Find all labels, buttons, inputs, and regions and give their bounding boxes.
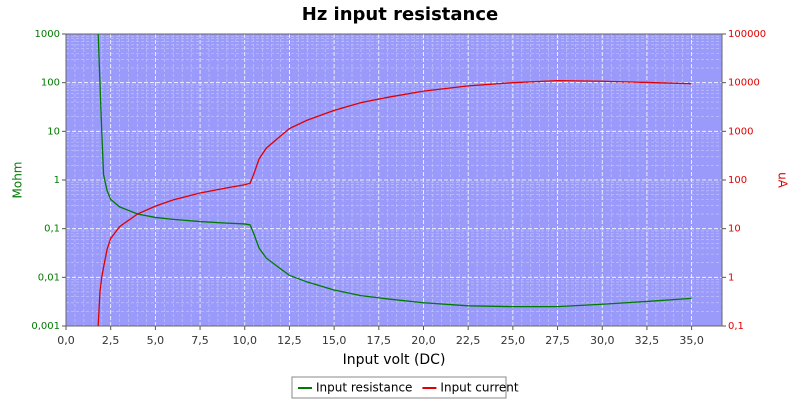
y2-tick-label: 10000 xyxy=(728,78,760,89)
y2-tick-label: 1000 xyxy=(728,126,753,137)
x-tick-label: 22,5 xyxy=(456,334,481,347)
y-tick-label: 0,1 xyxy=(44,224,60,235)
y-tick-label: 0,01 xyxy=(38,272,60,283)
x-tick-label: 30,0 xyxy=(590,334,615,347)
x-tick-label: 27,5 xyxy=(545,334,570,347)
y2-tick-label: 0,1 xyxy=(728,321,744,332)
x-tick-label: 10,0 xyxy=(232,334,257,347)
y-tick-label: 100 xyxy=(41,78,60,89)
x-tick-label: 7,5 xyxy=(191,334,209,347)
x-tick-label: 35,0 xyxy=(679,334,704,347)
y2-tick-label: 100 xyxy=(728,175,747,186)
x-tick-label: 15,0 xyxy=(322,334,347,347)
y-tick-label: 0,001 xyxy=(31,321,60,332)
y-tick-label: 10 xyxy=(47,126,60,137)
x-tick-label: 12,5 xyxy=(277,334,302,347)
y2-axis-label: uA xyxy=(776,172,790,189)
x-tick-label: 32,5 xyxy=(635,334,660,347)
y-tick-label: 1 xyxy=(54,175,60,186)
x-tick-label: 20,0 xyxy=(411,334,436,347)
y2-tick-label: 10 xyxy=(728,224,741,235)
y2-tick-label: 1 xyxy=(728,272,734,283)
x-axis-label: Input volt (DC) xyxy=(343,352,446,368)
x-tick-label: 0,0 xyxy=(57,334,75,347)
legend xyxy=(291,376,507,399)
data-line xyxy=(97,79,692,326)
x-tick-label: 2,5 xyxy=(102,334,120,347)
legend-label: Input resistance xyxy=(316,381,412,395)
x-tick-label: 25,0 xyxy=(501,334,526,347)
x-tick-label: 5,0 xyxy=(147,334,165,347)
y2-tick-label: 100000 xyxy=(728,29,766,40)
series-group xyxy=(97,34,692,326)
x-tick-label: 17,5 xyxy=(367,334,392,347)
plot-border xyxy=(65,33,723,327)
legend-label: Input current xyxy=(440,381,518,395)
chart-title: Hz input resistance xyxy=(302,4,499,25)
y-tick-label: 1000 xyxy=(35,29,60,40)
data-line xyxy=(97,34,692,308)
y-axis-label: Mohm xyxy=(11,162,25,199)
